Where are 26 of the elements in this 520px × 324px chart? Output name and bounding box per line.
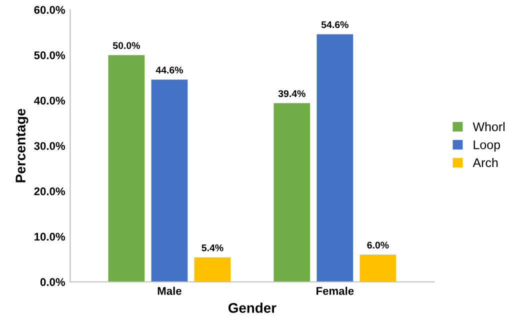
bar (360, 254, 396, 282)
data-label: 50.0% (112, 42, 140, 49)
y-tick-label: 40.0% (34, 96, 66, 105)
legend-label: Whorl (472, 122, 505, 132)
data-label: 44.6% (156, 66, 183, 74)
legend-label: Loop (474, 140, 500, 152)
data-label: 5.4% (202, 244, 224, 252)
y-tick-label: 20.0% (34, 187, 66, 196)
y-axis-title: Percentage (16, 108, 28, 182)
y-tick-label: 10.0% (34, 232, 66, 241)
data-label: 39.4% (278, 90, 306, 98)
legend-label: Arch (472, 158, 498, 168)
x-tick-label: Female (316, 286, 354, 295)
bar (108, 55, 145, 282)
x-tick-label: Male (158, 286, 182, 295)
bar (274, 103, 310, 282)
x-axis-title: Gender (228, 302, 276, 313)
y-tick-label: 50.0% (34, 51, 66, 60)
y-tick-label: 60.0% (34, 6, 66, 14)
data-label: 54.6% (321, 21, 348, 28)
bar (194, 257, 231, 282)
y-tick-label: 0.0% (40, 278, 66, 286)
bar (151, 80, 188, 282)
data-label: 6.0% (367, 242, 389, 249)
y-tick-label: 30.0% (34, 142, 66, 150)
bar (316, 34, 354, 282)
